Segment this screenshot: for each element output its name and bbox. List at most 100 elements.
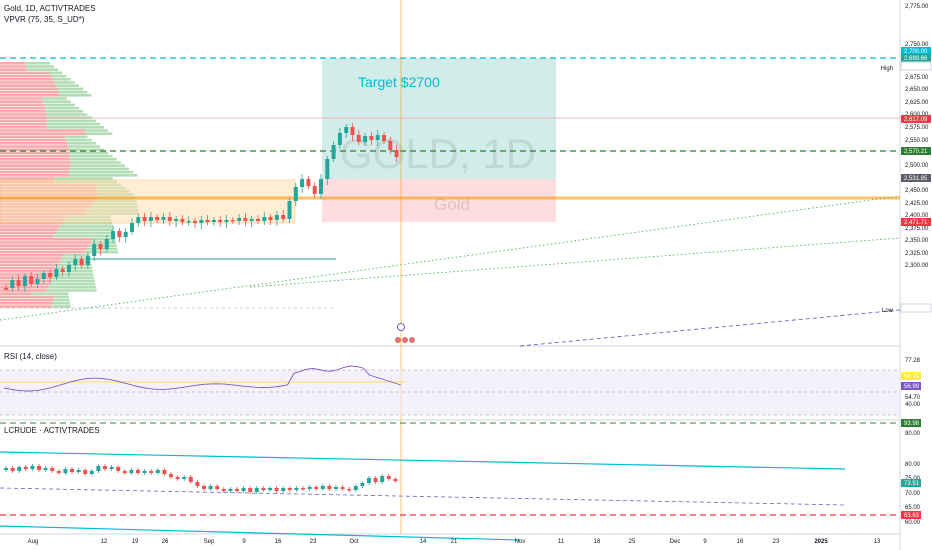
time-axis-label: 19 (132, 539, 139, 545)
vp-bar-up (64, 135, 88, 139)
lcrude-candle-body (386, 476, 391, 479)
time-axis-label: 16 (275, 539, 282, 545)
price-badge-text: 2,353.00 (904, 306, 928, 312)
lcrude-axis[interactable]: 90.0080.0075.0070.0065.0060.0093.9873.51… (901, 419, 921, 526)
stop-zone[interactable] (322, 179, 556, 222)
vpvr-indicator-label[interactable]: VPVR (75, 35, S_UD*) (4, 15, 85, 24)
symbol-title[interactable]: Gold, 1D, ACTIVTRADES (4, 4, 96, 13)
time-axis-label: Dec (670, 539, 681, 545)
lcrude-candle-body (367, 478, 371, 483)
lcrude-candle-body (10, 468, 15, 471)
lcrude-candle-body (83, 470, 88, 474)
vp-bar-down (0, 97, 42, 100)
candle-body (35, 279, 40, 284)
candle-body (104, 239, 109, 249)
lcrude-channel-bottom[interactable] (0, 525, 521, 541)
candle-body (249, 219, 254, 221)
high-label: High (881, 66, 893, 72)
vp-bar-up (51, 305, 71, 308)
lcrude-channel-mid[interactable] (0, 487, 846, 506)
candle-body (22, 276, 27, 286)
vp-bar-up (53, 298, 70, 302)
earnings-event-icon[interactable] (397, 323, 405, 331)
lcrude-candle-body (188, 477, 193, 482)
time-axis-label: 11 (558, 539, 565, 545)
vp-bar-down (0, 167, 70, 171)
candle-body (224, 220, 229, 222)
us-flag-event-icon[interactable] (402, 337, 408, 343)
target-zone[interactable] (322, 58, 556, 179)
vp-bar-down (0, 71, 50, 75)
candle-body (394, 150, 399, 157)
candle-body (79, 259, 84, 265)
price-tick-label: 2,500.00 (905, 163, 929, 169)
lcrude-indicator-label[interactable]: LCRUDE · ACTIVTRADES (4, 426, 100, 435)
candle-body (41, 273, 46, 279)
lcrude-candle-body (248, 488, 253, 492)
vp-bar-down (0, 78, 53, 81)
vp-bar-up (52, 78, 71, 81)
vp-bar-up (26, 68, 59, 71)
lcrude-candle-body (235, 489, 239, 491)
rsi-indicator-label[interactable]: RSI (14, close) (4, 352, 57, 361)
candle-body (382, 135, 386, 141)
lcrude-channel-top[interactable] (0, 451, 846, 470)
vp-bar-up (55, 270, 93, 273)
vp-bar-down (0, 273, 55, 276)
vp-bar-up (52, 302, 71, 305)
lcrude-candle-body (175, 477, 180, 479)
watermark-text: GOLD, 1D (340, 130, 536, 177)
candle-body (148, 217, 153, 221)
vp-bar-down (0, 238, 93, 241)
lcrude-candle-body (340, 487, 345, 489)
vp-bar-up (59, 94, 92, 97)
us-flag-event-icon[interactable] (395, 337, 401, 343)
vp-bar-down (0, 68, 27, 71)
target-annotation[interactable]: Target $2700 (358, 74, 440, 90)
gold-candles[interactable] (4, 123, 399, 292)
us-flag-event-icon[interactable] (409, 337, 415, 343)
rsi-tick-label: 77.28 (905, 358, 921, 364)
lcrude-candle-body (30, 466, 35, 469)
time-axis[interactable]: Aug 12 19 26 Sep 9 16 23 Oct 14 21 Nov 11 18 25 Dec 9 16 2… (28, 539, 881, 545)
vp-bar-up (43, 100, 71, 103)
price-badge-text: 2,685.43 (904, 64, 928, 70)
consolidation-box[interactable] (0, 179, 296, 224)
vp-bar-up (45, 106, 80, 110)
rsi-tick-label: 40.00 (905, 402, 921, 408)
trendline-blue[interactable] (519, 309, 901, 347)
candle-body (174, 219, 179, 221)
watermark-subtext: Gold (434, 195, 470, 214)
price-badge (901, 174, 931, 182)
candle-body (111, 231, 116, 239)
vp-bar-up (69, 158, 117, 161)
lcrude-candle-body (182, 477, 187, 479)
lcrude-candles[interactable] (4, 464, 398, 494)
candle-body (237, 218, 242, 221)
vp-bar-down (0, 74, 52, 78)
vp-bar-up (68, 148, 105, 151)
lcrude-candle-body (76, 470, 81, 472)
candle-body (300, 179, 305, 187)
lcrude-candle-body (334, 487, 338, 489)
lcrude-candle-body (307, 487, 312, 489)
candle-body (312, 186, 317, 194)
vp-bar-up (24, 62, 50, 65)
vp-bar-down (0, 177, 55, 180)
vp-bar-up (54, 81, 75, 84)
time-axis-label: Sep (204, 539, 215, 545)
time-axis-label: 9 (703, 539, 707, 545)
vp-bar-down (0, 305, 52, 308)
vp-bar-down (0, 138, 67, 142)
vp-bar-up (41, 97, 67, 100)
candle-body (388, 141, 393, 150)
time-axis-label: 16 (737, 539, 744, 545)
lcrude-candle-body (241, 488, 246, 491)
lcrude-candle-body (274, 488, 279, 491)
trendline-upper[interactable] (249, 237, 901, 288)
rsi-badge (901, 372, 921, 380)
candle-body (319, 179, 323, 194)
trendline-lower[interactable] (0, 195, 901, 321)
